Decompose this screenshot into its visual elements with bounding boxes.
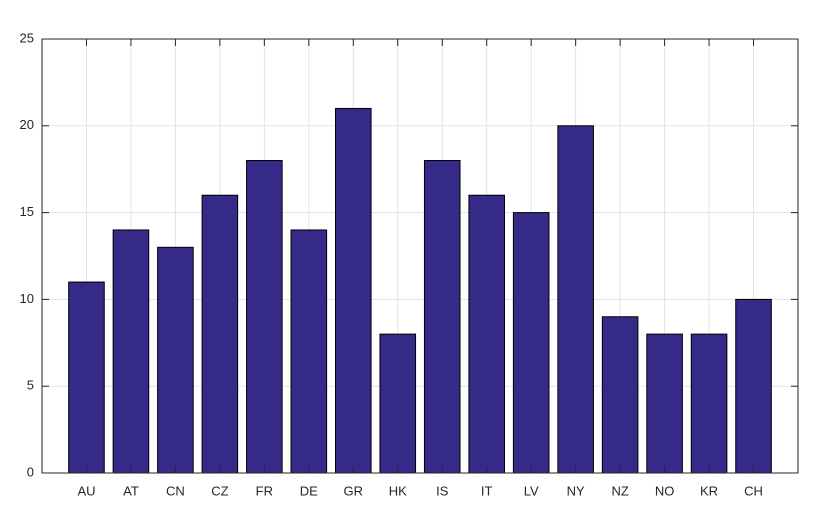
x-tick-label: AT: [123, 483, 139, 498]
bar: [246, 160, 283, 474]
x-tick-label: NO: [655, 483, 675, 498]
x-tick-label: CZ: [211, 483, 228, 498]
y-tick-label: 15: [20, 204, 34, 219]
y-tick-label: 0: [27, 464, 34, 479]
x-tick-label: HK: [389, 483, 407, 498]
x-tick-label: IS: [436, 483, 449, 498]
bar: [423, 160, 461, 474]
bar: [601, 316, 639, 474]
y-tick-label: 10: [20, 291, 34, 306]
y-tick-label: 20: [20, 117, 34, 132]
bar: [112, 229, 150, 474]
bar: [290, 229, 328, 474]
x-tick-label: FR: [256, 483, 273, 498]
bar: [157, 246, 194, 474]
bar: [690, 333, 728, 474]
x-tick-label: DE: [300, 483, 318, 498]
bar: [557, 125, 594, 474]
x-tick-label: NZ: [611, 483, 628, 498]
axes-box: [41, 38, 799, 474]
bar: [201, 194, 239, 474]
bar: [335, 107, 372, 474]
bar: [512, 212, 550, 474]
bar: [646, 333, 683, 474]
x-tick-label: CN: [166, 483, 185, 498]
x-tick-label: CH: [744, 483, 763, 498]
bar: [379, 333, 417, 474]
x-tick-label: NY: [567, 483, 585, 498]
y-tick-label: 5: [27, 378, 34, 393]
x-tick-label: GR: [344, 483, 364, 498]
bar: [735, 298, 772, 474]
x-tick-label: KR: [700, 483, 718, 498]
x-tick-label: AU: [77, 483, 95, 498]
x-tick-label: IT: [481, 483, 493, 498]
y-tick-label: 25: [20, 30, 34, 45]
bar: [68, 281, 105, 474]
x-tick-label: LV: [524, 483, 539, 498]
bar: [468, 194, 505, 474]
